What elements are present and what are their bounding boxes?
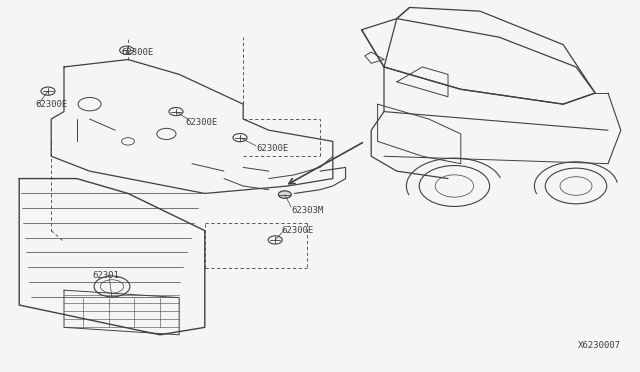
Text: 62300E: 62300E (35, 100, 67, 109)
Circle shape (278, 191, 291, 198)
Text: 62300E: 62300E (256, 144, 288, 153)
Text: 62300E: 62300E (122, 48, 154, 57)
Text: 62300E: 62300E (282, 226, 314, 235)
Text: 62301: 62301 (93, 271, 120, 280)
Text: 62300E: 62300E (186, 118, 218, 127)
Text: X6230007: X6230007 (578, 341, 621, 350)
Text: 62303M: 62303M (291, 206, 323, 215)
